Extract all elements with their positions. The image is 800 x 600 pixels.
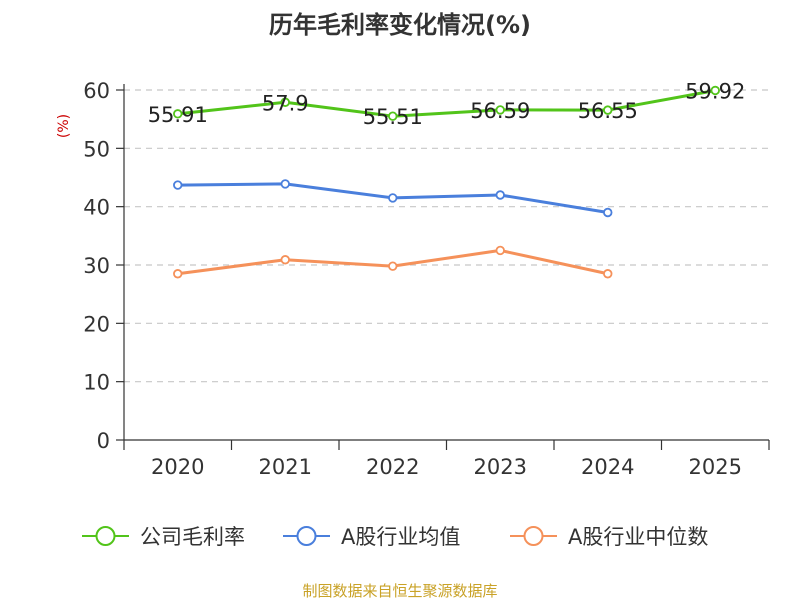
data-label: 59.92 [685, 79, 745, 103]
legend-label: 公司毛利率 [140, 525, 245, 549]
y-axis-label: (%) [56, 114, 72, 138]
source-note: 制图数据来自恒生聚源数据库 [302, 582, 497, 600]
x-tick-label: 2024 [581, 455, 634, 479]
y-tick-label: 0 [97, 429, 110, 453]
data-point [495, 105, 505, 115]
data-point [173, 109, 183, 119]
data-point [280, 97, 290, 107]
legend: 公司毛利率 A股行业均值 A股行业中位数 [82, 525, 708, 549]
y-tick-label: 50 [83, 137, 110, 161]
series-line-0 [177, 88, 716, 118]
data-point [710, 85, 720, 96]
data-label: 56.59 [470, 99, 530, 123]
data-point [388, 261, 398, 271]
y-tick-label: 10 [83, 371, 110, 395]
y-tick-label: 30 [83, 254, 110, 278]
data-label: 55.91 [148, 103, 208, 127]
y-tick-label: 60 [83, 79, 110, 103]
data-point [603, 269, 613, 279]
data-point [603, 105, 613, 115]
legend-label: A股行业中位数 [568, 525, 708, 549]
data-point [388, 193, 398, 203]
y-tick-label: 40 [83, 196, 110, 220]
x-tick-label: 2022 [366, 455, 419, 479]
x-tick-label: 2021 [259, 455, 312, 479]
legend-label: A股行业均值 [341, 525, 460, 549]
data-point [388, 111, 398, 121]
data-point [495, 190, 505, 200]
x-tick-label: 2025 [689, 455, 742, 479]
data-point [280, 179, 290, 189]
x-tick-label: 2023 [474, 455, 527, 479]
legend-marker [95, 526, 116, 546]
data-point [603, 207, 613, 218]
data-point [280, 255, 290, 265]
chart-title: 历年毛利率变化情况(%) [269, 11, 531, 39]
data-point [173, 269, 183, 279]
data-label: 57.9 [262, 91, 309, 115]
series-lines [173, 85, 720, 279]
data-point [495, 245, 505, 256]
axes: 0 10 20 30 40 50 60 2020 2021 2022 2023 2024 2025 [83, 79, 770, 479]
x-tick-label: 2020 [151, 455, 204, 479]
legend-marker [296, 526, 317, 546]
legend-marker [523, 526, 544, 546]
y-tick-label: 20 [83, 312, 110, 336]
data-labels: 55.91 57.9 55.51 56.59 56.55 59.92 [148, 79, 746, 129]
data-point [173, 180, 183, 190]
grid-lines [124, 89, 769, 383]
data-label: 56.55 [578, 99, 638, 123]
data-label: 55.51 [363, 105, 423, 129]
